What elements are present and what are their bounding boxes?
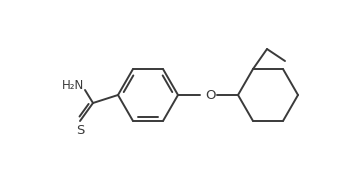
Text: S: S bbox=[76, 124, 84, 137]
Text: H₂N: H₂N bbox=[62, 78, 84, 92]
Text: O: O bbox=[206, 88, 216, 102]
